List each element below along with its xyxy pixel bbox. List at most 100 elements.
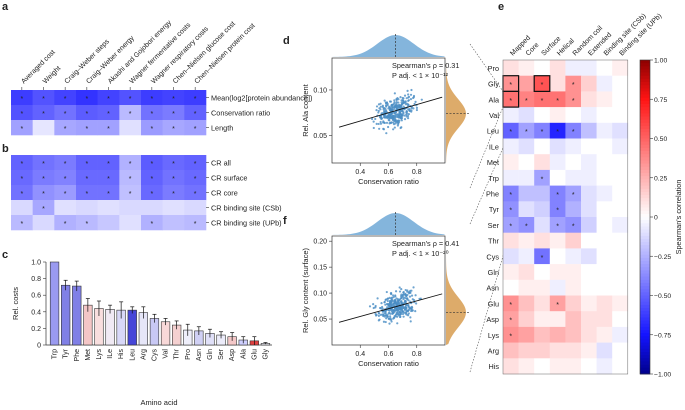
x-tick-label: 0.6: [384, 169, 394, 176]
y-tick-label: 0: [37, 343, 41, 350]
panel-b-row-label: CR core: [211, 189, 238, 198]
panel-e-cell: [518, 169, 535, 186]
data-point: [403, 118, 407, 121]
colorbar-segment: [640, 116, 650, 121]
panel-e-cell: [581, 169, 597, 186]
data-point: [400, 119, 403, 122]
panel-e-cell: [534, 60, 551, 76]
panel-e-cell: [565, 201, 582, 218]
significance-star: *: [541, 98, 544, 105]
panel-a-column-label: Weight: [42, 65, 62, 85]
data-point: [377, 122, 380, 126]
panel-e-row-label: His: [488, 362, 499, 371]
y-tick-label: 0.20: [313, 239, 327, 246]
y-tick-label: 0.15: [313, 265, 327, 272]
panel-e-cell: [565, 279, 582, 296]
data-point: [403, 308, 406, 311]
significance-star: *: [556, 192, 559, 199]
panel-e-cell: [549, 264, 566, 281]
significance-star: *: [556, 302, 559, 309]
data-point: [402, 306, 405, 310]
panel-e-cell: [549, 122, 566, 139]
data-point: [390, 105, 393, 108]
significance-star: *: [85, 126, 88, 133]
significance-star: *: [129, 111, 132, 118]
colorbar-segment: [640, 320, 650, 325]
panel-b-row-label: CR all: [211, 159, 231, 168]
panel-e-cell: [565, 311, 582, 328]
panel-a-cell: [11, 120, 33, 136]
regression-line: [338, 96, 443, 128]
colorbar-tick-label: 0.25: [654, 175, 667, 182]
colorbar-segment: [640, 129, 650, 133]
significance-star: *: [64, 126, 67, 133]
data-point: [401, 110, 404, 113]
panel-e-cell: [596, 154, 613, 171]
panel-b-cell: [119, 200, 142, 216]
data-point: [384, 303, 387, 306]
panel-e-cell: [596, 169, 613, 186]
panel-e-cell: [596, 122, 613, 139]
highlight-box: [533, 75, 551, 92]
data-point: [371, 117, 374, 121]
colorbar-segment: [640, 245, 650, 249]
data-point: [400, 305, 403, 309]
panel-b-row-label: CR binding site (UPb): [211, 219, 282, 228]
bar-val: [160, 321, 171, 346]
panel-a-cell: [162, 90, 185, 106]
colorbar-segment: [640, 361, 650, 365]
connector-line: [469, 106, 504, 189]
panel-e-cell: [612, 169, 629, 186]
data-point: [407, 291, 411, 294]
colorbar-segment: [640, 85, 650, 89]
panel-b-cell: [162, 170, 185, 186]
colorbar-segment: [640, 110, 650, 114]
data-point: [398, 105, 401, 108]
panel-e-cell: [534, 279, 551, 296]
colorbar-segment: [640, 248, 650, 252]
data-point: [377, 312, 381, 315]
panel-a-cell: [76, 105, 98, 121]
significance-star: *: [20, 126, 23, 133]
data-point: [414, 294, 417, 297]
data-point: [388, 296, 391, 299]
significance-star: *: [150, 221, 153, 228]
significance-star: *: [85, 161, 88, 168]
panel-e-cell: [503, 185, 519, 202]
y-tick-label: 0.4: [31, 309, 41, 316]
significance-star: *: [509, 82, 512, 89]
data-point: [405, 113, 408, 116]
panel-e-row-label: Pro: [488, 64, 499, 73]
significance-star: *: [556, 208, 559, 215]
significance-star: *: [42, 191, 45, 198]
panel-e-cell: [503, 232, 519, 249]
panel-e-cell: [565, 154, 582, 171]
colorbar-tick-label: −0.75: [654, 332, 671, 339]
x-tick-label: Val: [163, 349, 170, 359]
panel-b-cell: [11, 185, 33, 201]
data-point: [393, 107, 396, 111]
panel-e-row-label: Cys: [486, 252, 499, 261]
y-tick-label: 0.6: [31, 293, 41, 300]
significance-star: *: [509, 129, 512, 136]
colorbar-segment: [640, 144, 650, 149]
spearman-annotation: Spearman's ρ = 0.31: [392, 61, 459, 70]
data-point: [380, 302, 383, 305]
data-point: [408, 108, 411, 111]
colorbar-segment: [640, 163, 650, 168]
panel-e-cell: [596, 311, 613, 328]
colorbar-segment: [640, 345, 650, 350]
panel-e-cell: [612, 264, 629, 281]
panel-e-cell: [503, 264, 519, 281]
data-point: [392, 122, 396, 126]
panel-e-cell: [549, 169, 566, 186]
connector-line: [469, 43, 504, 92]
panel-e-cell: [612, 201, 629, 218]
data-point: [384, 320, 387, 324]
significance-star: *: [107, 161, 110, 168]
panel-e-cell: [503, 201, 519, 218]
data-point: [394, 295, 397, 298]
significance-star: *: [107, 191, 110, 198]
y-axis-label: Rel. costs: [11, 287, 20, 320]
panel-b-cell: [32, 170, 55, 186]
